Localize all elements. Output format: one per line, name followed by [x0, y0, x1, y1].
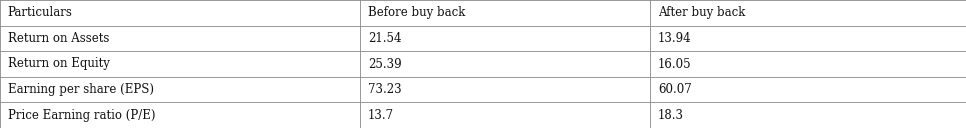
- Text: Particulars: Particulars: [8, 6, 72, 19]
- Text: 13.7: 13.7: [368, 109, 394, 122]
- Text: Return on Equity: Return on Equity: [8, 57, 109, 71]
- Text: Earning per share (EPS): Earning per share (EPS): [8, 83, 154, 96]
- Text: Before buy back: Before buy back: [368, 6, 466, 19]
- Text: 16.05: 16.05: [658, 57, 692, 71]
- Text: 60.07: 60.07: [658, 83, 692, 96]
- Text: 21.54: 21.54: [368, 32, 402, 45]
- Text: 73.23: 73.23: [368, 83, 402, 96]
- Text: 13.94: 13.94: [658, 32, 692, 45]
- Text: After buy back: After buy back: [658, 6, 745, 19]
- Text: 18.3: 18.3: [658, 109, 684, 122]
- Text: Price Earning ratio (P/E): Price Earning ratio (P/E): [8, 109, 156, 122]
- Text: Return on Assets: Return on Assets: [8, 32, 109, 45]
- Text: 25.39: 25.39: [368, 57, 402, 71]
